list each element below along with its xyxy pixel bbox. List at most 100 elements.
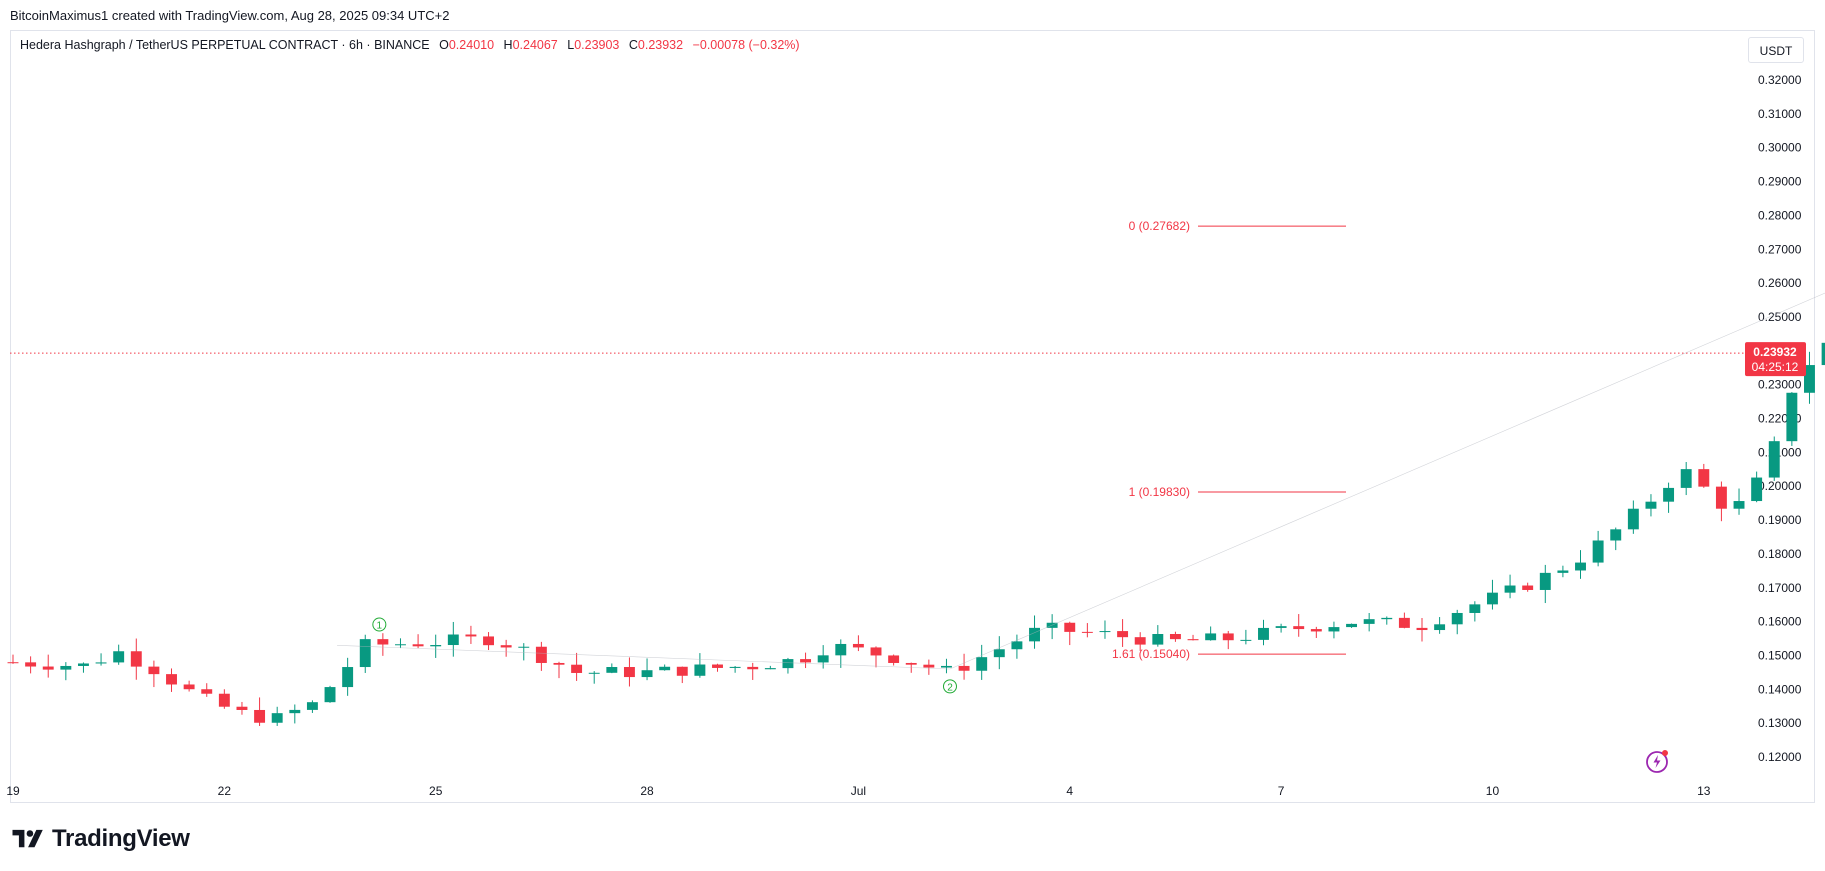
y-tick-label: 0.30000 bbox=[1758, 141, 1802, 155]
candle-body bbox=[447, 634, 459, 646]
y-tick-label: 0.23000 bbox=[1758, 378, 1802, 392]
y-tick-label: 0.26000 bbox=[1758, 276, 1802, 290]
symbol-title[interactable]: Hedera Hashgraph / TetherUS PERPETUAL CO… bbox=[20, 38, 430, 52]
brand-name: TradingView bbox=[52, 825, 190, 852]
open-label: O bbox=[439, 38, 449, 52]
candle-body bbox=[1222, 633, 1234, 641]
candle-body bbox=[148, 666, 160, 675]
candle-body bbox=[1557, 570, 1569, 573]
candle-body bbox=[77, 663, 89, 666]
candle-body bbox=[1504, 585, 1516, 593]
candle-body bbox=[958, 665, 970, 671]
x-tick-label: 7 bbox=[1278, 784, 1285, 798]
candle-body bbox=[395, 644, 406, 646]
currency-button[interactable]: USDT bbox=[1748, 37, 1804, 63]
x-tick-label: 22 bbox=[218, 784, 232, 798]
symbol-legend: Hedera Hashgraph / TetherUS PERPETUAL CO… bbox=[20, 38, 800, 52]
candle-body bbox=[729, 666, 741, 668]
candle-body bbox=[412, 644, 424, 647]
y-tick-label: 0.18000 bbox=[1758, 547, 1802, 561]
y-tick-label: 0.14000 bbox=[1758, 682, 1802, 696]
candle-body bbox=[1751, 477, 1763, 502]
candle-body bbox=[606, 667, 618, 673]
candle-body bbox=[1786, 392, 1798, 442]
candle-body bbox=[1240, 639, 1252, 641]
y-tick-label: 0.21000 bbox=[1758, 445, 1802, 459]
candle-body bbox=[324, 687, 336, 703]
candle-body bbox=[588, 672, 600, 674]
x-tick-label: 28 bbox=[640, 784, 654, 798]
candle-body bbox=[905, 662, 917, 665]
candle-body bbox=[976, 657, 988, 671]
candle-body bbox=[254, 709, 266, 723]
candle-body bbox=[623, 667, 635, 678]
lightning-bolt-icon[interactable] bbox=[1645, 748, 1671, 774]
fib-level-label: 1.61 (0.15040) bbox=[1112, 647, 1190, 661]
candle-body bbox=[712, 664, 723, 668]
candle-body bbox=[130, 651, 142, 667]
candle-body bbox=[7, 662, 19, 664]
wave-label-circle bbox=[942, 679, 957, 694]
candle-body bbox=[941, 665, 952, 668]
candle-body bbox=[1011, 641, 1023, 650]
candle-body bbox=[183, 684, 195, 690]
candle-body bbox=[747, 666, 759, 670]
candle-body bbox=[1328, 627, 1340, 632]
x-tick-label: 19 bbox=[6, 784, 20, 798]
candle-body bbox=[1416, 627, 1428, 631]
candle-body bbox=[553, 662, 565, 665]
candle-body bbox=[25, 662, 37, 667]
candle-body bbox=[1821, 342, 1825, 366]
candle-body bbox=[377, 639, 389, 645]
candle-body bbox=[518, 646, 530, 648]
fib-level-label: 1 (0.19830) bbox=[1129, 485, 1190, 499]
y-tick-label: 0.12000 bbox=[1758, 750, 1802, 764]
candle-body bbox=[1346, 623, 1358, 628]
x-tick-label: 25 bbox=[429, 784, 443, 798]
candle-body bbox=[1029, 627, 1040, 642]
y-tick-label: 0.19000 bbox=[1758, 513, 1802, 527]
candle-body bbox=[888, 655, 900, 663]
candle-body bbox=[1663, 487, 1675, 502]
candle-body bbox=[1680, 469, 1692, 488]
candle-body bbox=[1187, 639, 1199, 641]
high-label: H bbox=[503, 38, 513, 52]
candle-body bbox=[1152, 633, 1164, 645]
y-tick-label: 0.32000 bbox=[1758, 73, 1802, 87]
candle-body bbox=[764, 668, 776, 670]
candle-body bbox=[1258, 627, 1269, 640]
candle-body bbox=[465, 634, 477, 637]
y-tick-label: 0.16000 bbox=[1758, 615, 1802, 629]
candle-body bbox=[342, 667, 354, 688]
candle-body bbox=[1434, 624, 1446, 631]
candle-body bbox=[1381, 617, 1393, 620]
candle-body bbox=[835, 643, 847, 656]
candle-body bbox=[1627, 508, 1639, 530]
candle-body bbox=[535, 646, 547, 663]
candle-body bbox=[1134, 637, 1146, 645]
candle-body bbox=[306, 702, 318, 710]
candle-body bbox=[271, 713, 283, 723]
candle-body bbox=[1522, 585, 1534, 590]
candle-body bbox=[42, 666, 54, 670]
x-tick-label: 10 bbox=[1486, 784, 1500, 798]
candle-body bbox=[782, 659, 794, 669]
candle-body bbox=[1733, 501, 1745, 509]
x-tick-label: 13 bbox=[1697, 784, 1711, 798]
candle-body bbox=[1363, 619, 1375, 624]
change-value: −0.00078 (−0.32%) bbox=[692, 38, 800, 52]
last-price-label: 0.23932 bbox=[1753, 345, 1797, 359]
x-tick-label: 4 bbox=[1066, 784, 1073, 798]
countdown-label: 04:25:12 bbox=[1752, 360, 1799, 374]
y-tick-label: 0.28000 bbox=[1758, 208, 1802, 222]
candle-body bbox=[870, 647, 882, 656]
candle-body bbox=[1698, 469, 1710, 487]
low-value: 0.23903 bbox=[574, 38, 620, 52]
candle-body bbox=[817, 655, 829, 663]
candle-body bbox=[1081, 631, 1093, 633]
candle-body bbox=[95, 662, 107, 664]
candle-body bbox=[113, 651, 125, 663]
wave-guide-line bbox=[337, 292, 1825, 670]
candle-body bbox=[218, 693, 230, 707]
